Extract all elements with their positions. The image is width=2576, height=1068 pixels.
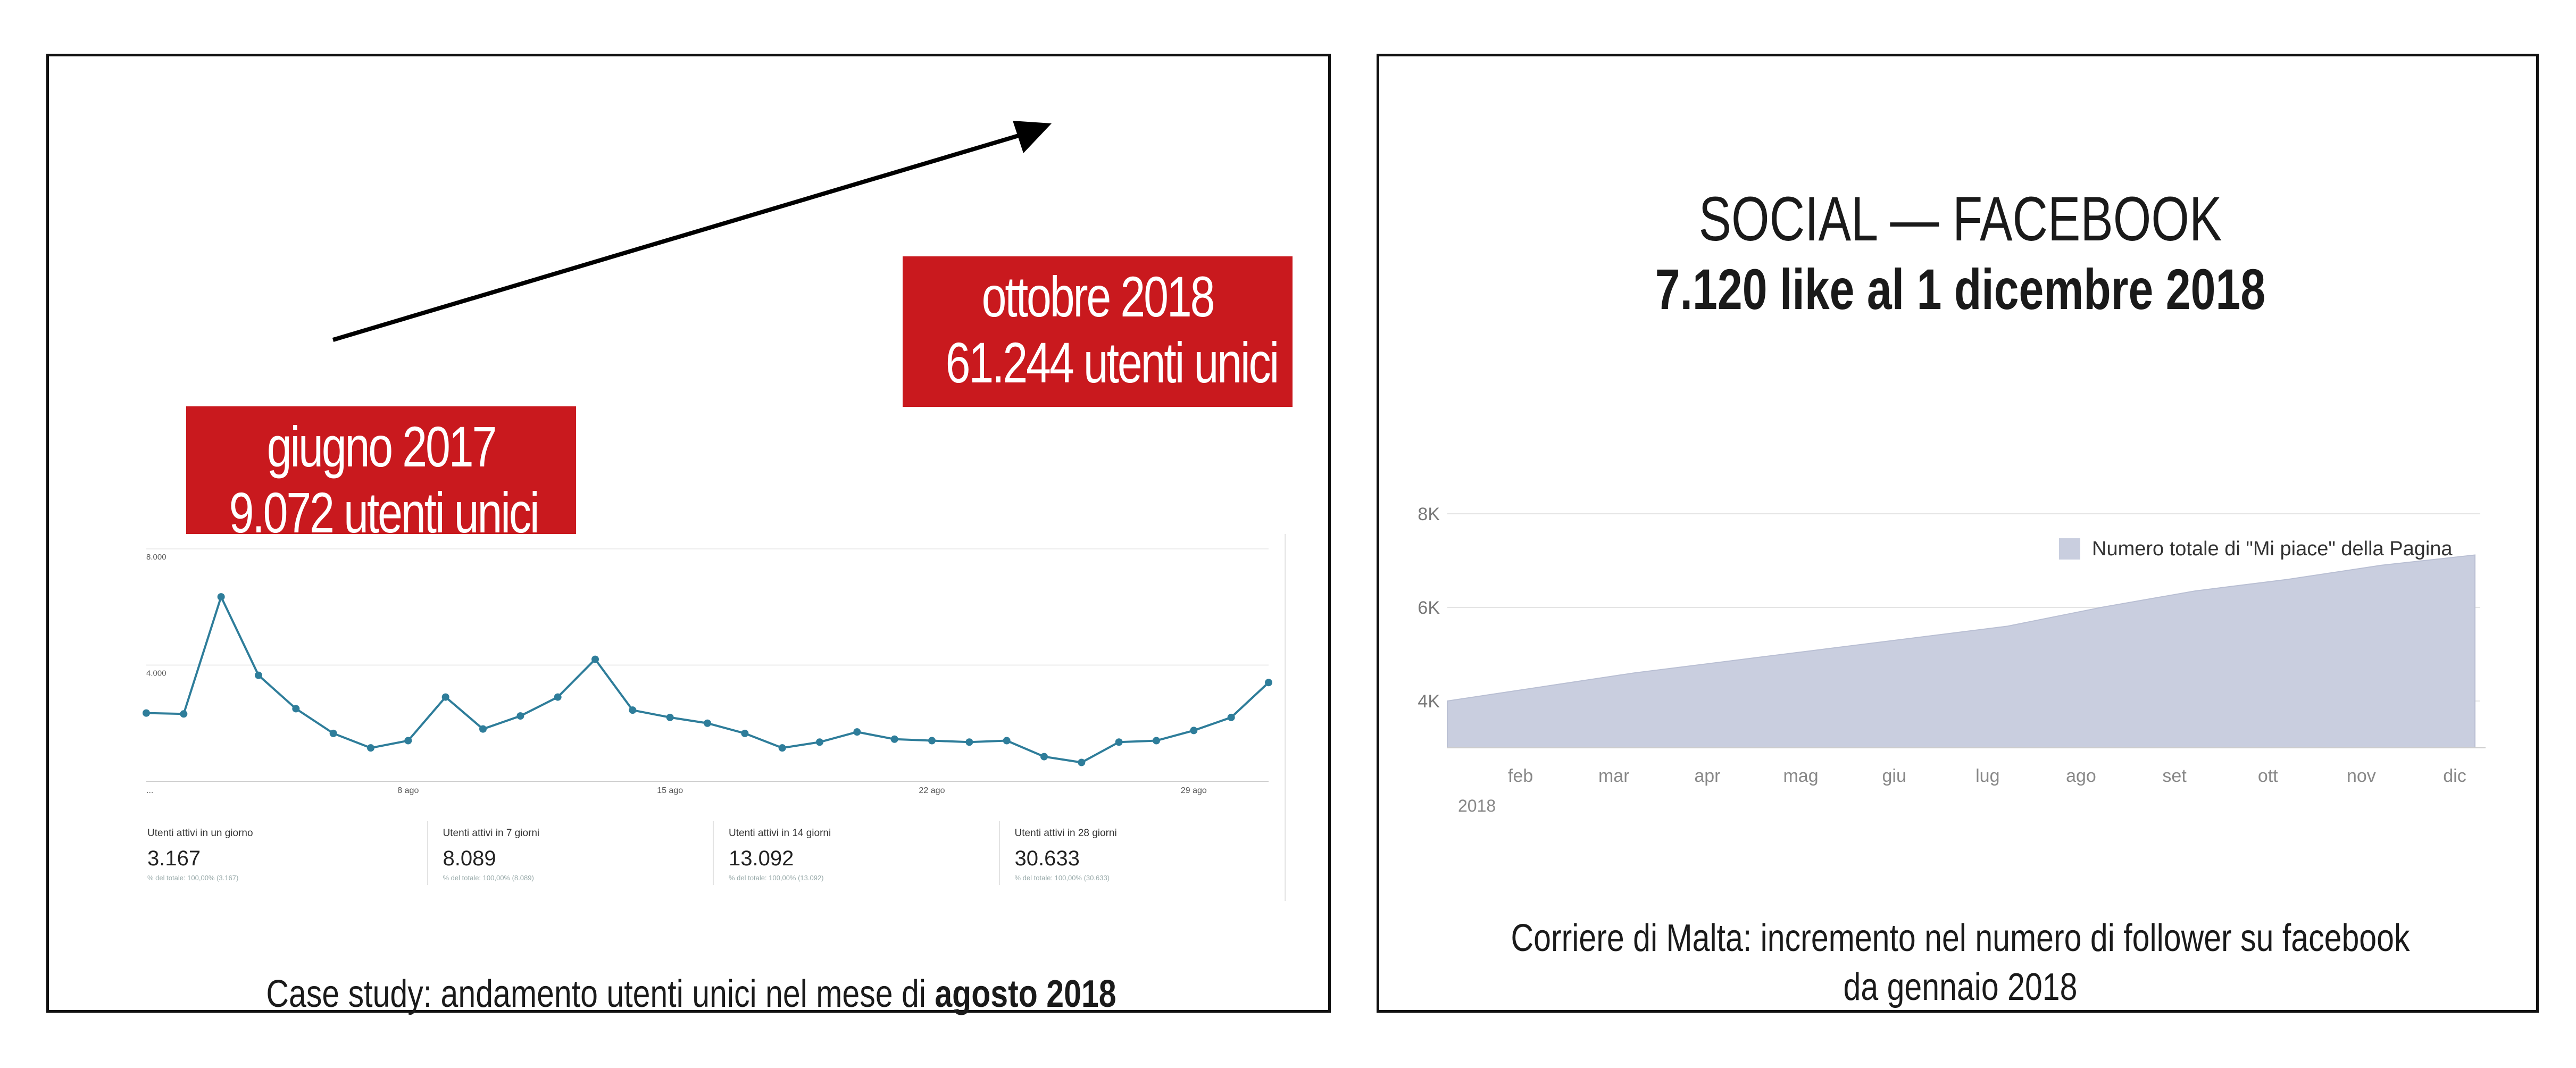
june-2017-box: giugno 2017 9.072 utenti unici [186,406,576,557]
metric-divider [713,821,714,885]
metric-subtext: % del totale: 100,00% (8.089) [443,874,534,882]
area-series [1447,554,2475,748]
x-tick-label: lug [1975,766,1999,786]
y-tick-label: 8K [1418,504,1440,524]
data-point [666,713,674,721]
data-point [1115,738,1123,746]
right-caption-line2: da gennaio 2018 [1843,966,2078,1008]
data-point [1153,737,1160,745]
data-point [1003,737,1011,745]
metric-card: Utenti attivi in 14 giorni 13.092 % del to… [729,828,831,882]
x-tick-label: feb [1508,766,1533,786]
x-tick-label: dic [2443,766,2466,786]
metric-value: 30.633 [1014,847,1080,870]
data-point [367,744,374,752]
data-point [217,593,225,601]
data-point [479,725,487,733]
october-2018-label: ottobre 2018 [981,264,1215,329]
slide-subtitle: 7.120 like al 1 dicembre 2018 [1655,257,2266,321]
june-2017-users: 9.072 utenti unici [229,480,540,545]
metric-label: Utenti attivi in 7 giorni [443,828,540,839]
x-tick-label: ott [2258,766,2278,786]
x-tick-label: mar [1598,766,1630,786]
y-tick-label: 4K [1418,691,1440,712]
data-point [1227,713,1235,721]
x-tick-label: nov [2347,766,2376,786]
metric-divider [427,821,428,885]
data-point [778,744,786,752]
data-point [180,710,188,718]
x-tick-label: 15 ago [657,786,683,795]
october-2018-box: ottobre 2018 61.244 utenti unici [903,256,1293,407]
left-caption-bold: agosto 2018 [935,973,1116,1015]
data-point [292,705,300,713]
metric-value: 3.167 [147,847,201,870]
x-tick-label: 29 ago [1181,786,1207,795]
daily-users-line-chart: 8.000 4.000... 8 ago 15 ago 22 ago 29 ago [143,548,1272,795]
metric-label: Utenti attivi in 14 giorni [729,828,831,839]
x-tick-label: 22 ago [919,786,945,795]
series-line [146,594,1270,764]
october-2018-users: 61.244 utenti unici [945,330,1280,395]
x-tick-label: set [2162,766,2187,786]
right-caption: Corriere di Malta: incremento nel numero… [1484,914,2437,1012]
data-point [704,719,711,727]
metric-value: 13.092 [729,847,794,870]
data-point [1040,753,1048,761]
legend-swatch [2059,538,2080,560]
data-point [255,671,262,679]
analytics-chart-card: 8.000 4.000... 8 ago 15 ago 22 ago 29 ago Ute… [141,534,1286,901]
x-tick-label: mag [1783,766,1818,786]
left-slide: giugno 2017 9.072 utenti unici ottobre 2… [46,54,1331,1016]
metric-subtext: % del totale: 100,00% (13.092) [729,874,824,882]
metric-card: Utenti attivi in un giorno 3.167 % del tot… [147,828,253,882]
data-point [329,729,337,737]
data-point [554,693,562,701]
data-point [1078,758,1086,766]
x-tick-label: 8 ago [397,786,419,795]
metric-label: Utenti attivi in un giorno [147,828,253,839]
metrics-row: Utenti attivi in un giorno 3.167 % del tot… [141,816,1285,896]
facebook-likes-area-chart: Numero totale di "Mi piace" della Pagina… [1418,504,2486,815]
data-point [1190,727,1198,735]
data-point [965,738,973,746]
metric-value: 8.089 [443,847,496,870]
legend-label: Numero totale di "Mi piace" della Pagina [2092,538,2453,560]
metric-label: Utenti attivi in 28 giorni [1014,828,1117,839]
y-tick-label: 8.000 [146,553,166,562]
data-point [516,712,524,720]
y-tick-label: 4.000 [146,669,166,678]
x-tick-label: giu [1882,766,1906,786]
metric-card: Utenti attivi in 28 giorni 30.633 % del to… [1015,828,1117,882]
data-point [816,738,823,746]
data-point [853,728,861,736]
data-point [1265,679,1272,687]
metric-card: Utenti attivi in 7 giorni 8.089 % del tota… [443,828,540,882]
slide-title: SOCIAL — FACEBOOK [1698,184,2222,254]
x-tick-label: apr [1694,766,1720,786]
data-point [591,655,599,663]
data-point [890,735,898,743]
x-tick-label: ago [2066,766,2096,786]
metric-divider [998,821,1000,885]
right-caption-line1: Corriere di Malta: incremento nel numero… [1511,917,2410,959]
data-point [441,693,449,701]
data-point [629,706,637,714]
right-slide: SOCIAL — FACEBOOK 7.120 like al 1 dicemb… [1377,54,2539,1013]
metric-subtext: % del totale: 100,00% (30.633) [1014,874,1110,882]
data-point [928,737,936,745]
data-point [404,737,412,745]
data-point [143,709,150,717]
x-sublabel: 2018 [1458,796,1496,815]
june-2017-label: giugno 2017 [266,414,497,479]
x-tick-label: ... [146,786,153,795]
metric-subtext: % del totale: 100,00% (3.167) [147,874,239,882]
data-point [741,729,749,737]
y-tick-label: 6K [1418,598,1440,618]
left-caption-text: Case study: andamento utenti unici nel m… [266,973,935,1015]
left-caption: Case study: andamento utenti unici nel m… [164,972,1218,1016]
